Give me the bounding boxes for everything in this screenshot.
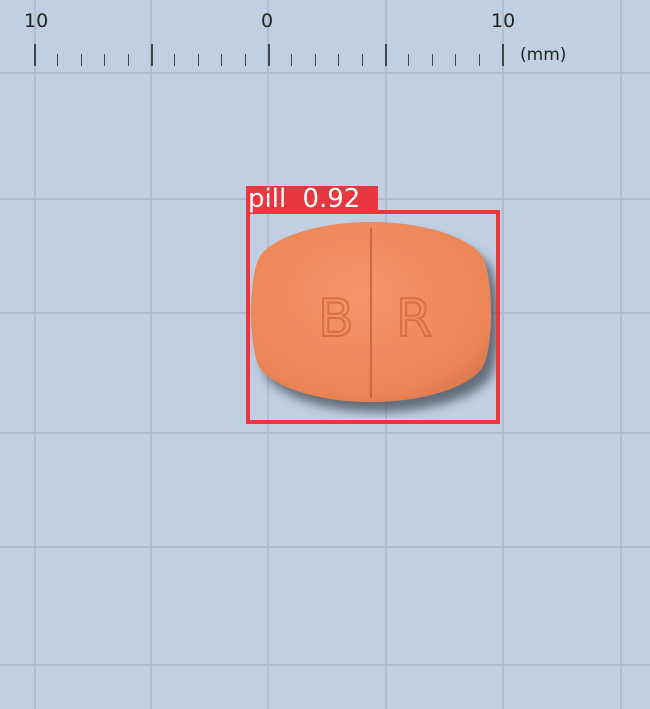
grid-line-horizontal xyxy=(0,72,650,74)
ruler-major-tick xyxy=(34,44,36,66)
ruler-minor-tick xyxy=(57,54,58,66)
grid-line-vertical xyxy=(34,0,36,709)
grid-line-horizontal xyxy=(0,664,650,666)
ruler-minor-tick xyxy=(362,54,363,66)
grid-line-vertical xyxy=(150,0,152,709)
detection-class: pill xyxy=(248,184,287,214)
ruler-unit-label: (mm) xyxy=(520,45,567,65)
ruler-minor-tick xyxy=(432,54,433,66)
grid-line-vertical xyxy=(620,0,622,709)
ruler-major-tick xyxy=(151,44,153,66)
ruler-minor-tick xyxy=(408,54,409,66)
ruler-minor-tick xyxy=(338,54,339,66)
ruler: 10 0 10 (mm) xyxy=(0,0,650,80)
pill-image: B R xyxy=(251,222,491,402)
ruler-label-right: 10 xyxy=(491,10,516,32)
ruler-minor-tick xyxy=(104,54,105,66)
ruler-minor-tick xyxy=(455,54,456,66)
ruler-minor-tick xyxy=(315,54,316,66)
ruler-minor-tick xyxy=(221,54,222,66)
pill-imprint-left: B xyxy=(318,289,354,349)
ruler-minor-tick xyxy=(245,54,246,66)
grid-line-vertical xyxy=(502,0,504,709)
detection-label: pill 0.92 xyxy=(246,186,378,212)
ruler-label-left: 10 xyxy=(24,10,49,32)
grid-line-horizontal xyxy=(0,432,650,434)
ruler-minor-tick xyxy=(128,54,129,66)
ruler-minor-tick xyxy=(198,54,199,66)
ruler-major-tick xyxy=(385,44,387,66)
grid-line-horizontal xyxy=(0,546,650,548)
ruler-minor-tick xyxy=(291,54,292,66)
ruler-minor-tick xyxy=(81,54,82,66)
detection-confidence: 0.92 xyxy=(302,184,361,214)
ruler-minor-tick xyxy=(174,54,175,66)
ruler-major-tick xyxy=(502,44,504,66)
pill-imprint-right: R xyxy=(396,289,432,349)
ruler-major-tick xyxy=(268,44,270,66)
ruler-minor-tick xyxy=(479,54,480,66)
ruler-label-center: 0 xyxy=(261,10,274,32)
detection-bounding-box xyxy=(246,210,500,424)
